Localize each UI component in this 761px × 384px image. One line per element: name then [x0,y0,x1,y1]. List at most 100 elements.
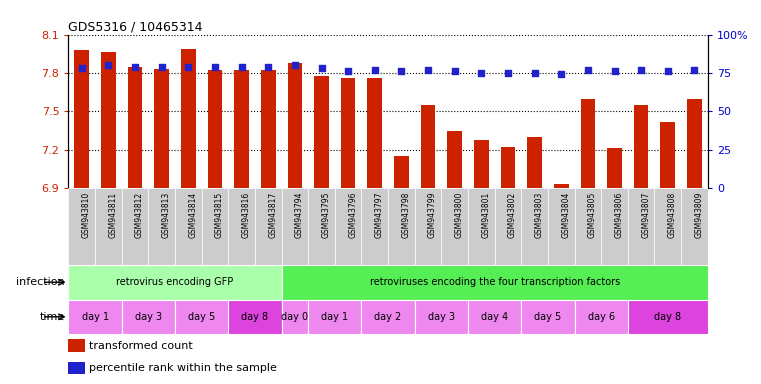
Bar [628,188,654,265]
Bar [202,188,228,265]
Text: GSM943814: GSM943814 [188,192,197,238]
Text: day 2: day 2 [374,312,402,322]
Bar [554,184,568,188]
Bar [521,300,575,334]
Point [342,68,354,74]
Bar [261,70,275,188]
Bar [388,188,415,265]
Bar [575,300,628,334]
Bar [341,78,355,188]
Bar [661,122,675,188]
Text: retroviruses encoding the four transcription factors: retroviruses encoding the four transcrip… [370,277,619,287]
Point [528,70,540,76]
Point [661,68,674,74]
Bar [441,188,468,265]
Bar [415,300,468,334]
Bar [181,49,196,188]
Point [75,65,88,71]
Text: GSM943798: GSM943798 [402,192,410,238]
Text: GSM943806: GSM943806 [614,192,623,238]
Bar [95,188,122,265]
Text: day 1: day 1 [321,312,349,322]
Bar [68,339,85,352]
Text: GSM943799: GSM943799 [428,192,437,238]
Text: time: time [40,312,65,322]
Text: GSM943796: GSM943796 [348,192,357,238]
Text: day 0: day 0 [282,312,308,322]
Point [209,64,221,70]
Bar [128,66,142,188]
Point [396,68,408,74]
Text: day 1: day 1 [81,312,109,322]
Point [102,62,114,68]
Point [502,70,514,76]
Bar [681,188,708,265]
Text: GSM943815: GSM943815 [215,192,224,238]
Bar [68,300,122,334]
Point [422,67,434,73]
Text: GSM943805: GSM943805 [587,192,597,238]
Bar [687,99,702,188]
Bar [234,70,249,188]
Point [289,62,301,68]
Bar [282,265,708,300]
Bar [421,105,435,188]
Bar [68,265,282,300]
Bar [122,188,148,265]
Point [315,65,327,71]
Bar [468,300,521,334]
Bar [495,188,521,265]
Text: day 5: day 5 [188,312,215,322]
Text: transformed count: transformed count [88,341,193,351]
Bar [527,137,542,188]
Bar [361,300,415,334]
Bar [501,147,515,188]
Point [129,64,142,70]
Text: retrovirus encoding GFP: retrovirus encoding GFP [116,277,234,287]
Text: day 6: day 6 [587,312,615,322]
Text: GSM943810: GSM943810 [81,192,91,238]
Text: GDS5316 / 10465314: GDS5316 / 10465314 [68,20,203,33]
Text: GSM943812: GSM943812 [135,192,144,238]
Text: day 4: day 4 [481,312,508,322]
Text: day 5: day 5 [534,312,562,322]
Point [475,70,487,76]
Text: day 8: day 8 [654,312,681,322]
Bar [361,188,388,265]
Text: GSM943794: GSM943794 [295,192,304,238]
Bar [634,105,648,188]
Text: GSM943807: GSM943807 [641,192,650,238]
Bar [75,50,89,188]
Point [635,67,647,73]
Text: GSM943816: GSM943816 [242,192,250,238]
Bar [282,300,308,334]
Text: GSM943804: GSM943804 [561,192,570,238]
Bar [228,300,282,334]
Point [688,67,700,73]
Bar [575,188,601,265]
Bar [468,188,495,265]
Text: GSM943808: GSM943808 [668,192,677,238]
Text: percentile rank within the sample: percentile rank within the sample [88,363,276,373]
Bar [394,156,409,188]
Bar [654,188,681,265]
Text: GSM943813: GSM943813 [161,192,170,238]
Bar [607,149,622,188]
Point [555,71,567,78]
Bar [521,188,548,265]
Bar [308,300,361,334]
Point [449,68,461,74]
Point [262,64,274,70]
Bar [415,188,441,265]
Bar [581,99,595,188]
Text: GSM943801: GSM943801 [481,192,490,238]
Text: GSM943809: GSM943809 [694,192,703,238]
Bar [228,188,255,265]
Text: day 3: day 3 [135,312,162,322]
Bar [122,300,175,334]
Point [236,64,248,70]
Bar [175,188,202,265]
Point [608,68,620,74]
Point [155,64,167,70]
Text: GSM943797: GSM943797 [374,192,384,238]
